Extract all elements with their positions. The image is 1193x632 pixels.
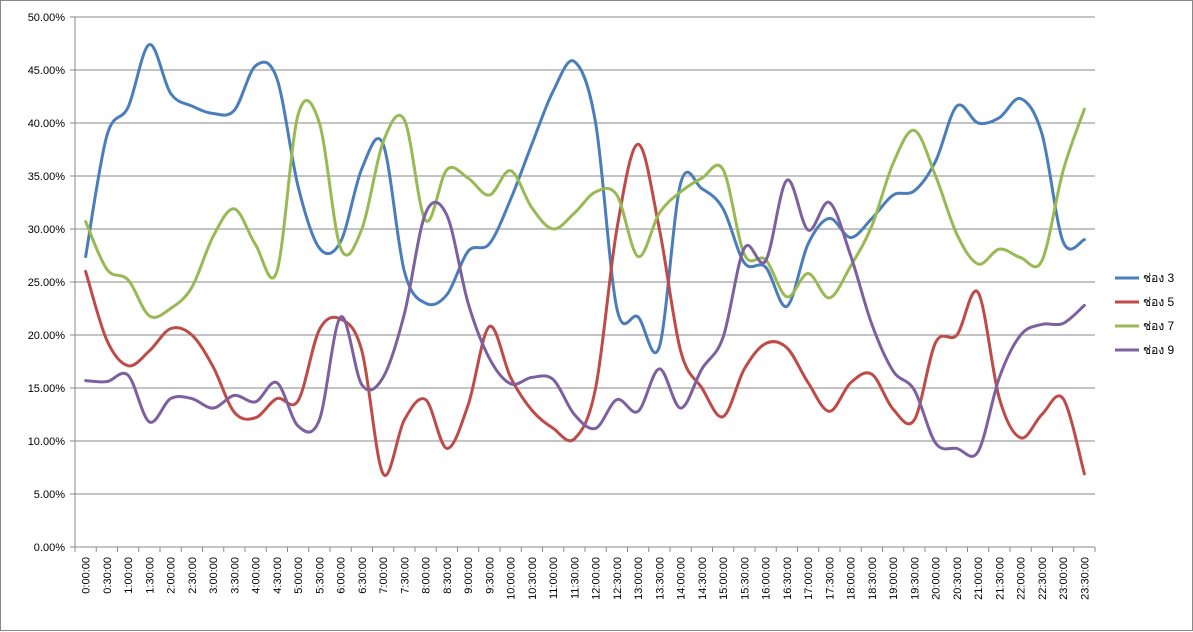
x-tick-label: 7:00:00 [378, 557, 390, 594]
y-tick-label: 0.00% [34, 542, 65, 554]
x-tick-label: 3:30:00 [229, 557, 241, 594]
x-tick-label: 12:30:00 [612, 557, 624, 600]
x-tick-label: 8:00:00 [421, 557, 433, 594]
x-tick-label: 16:30:00 [782, 557, 794, 600]
x-tick-label: 5:00:00 [293, 557, 305, 594]
legend-label: ช่อง 3 [1143, 271, 1175, 285]
series-line-3 [84, 98, 1086, 319]
x-tick-label: 4:30:00 [272, 557, 284, 594]
y-tick-label: 30.00% [28, 224, 66, 236]
x-tick-label: 19:00:00 [888, 557, 900, 600]
x-tick-label: 23:30:00 [1079, 557, 1091, 600]
x-tick-label: 2:00:00 [166, 557, 178, 594]
x-tick-label: 20:30:00 [952, 557, 964, 600]
x-tick-label: 5:30:00 [314, 557, 326, 594]
y-tick-label: 5.00% [34, 489, 65, 501]
x-tick-label: 15:00:00 [718, 557, 730, 600]
x-tick-label: 2:30:00 [187, 557, 199, 594]
y-tick-label: 50.00% [28, 12, 66, 24]
y-tick-label: 40.00% [28, 118, 66, 130]
y-axis-tick-labels: 0.00% 5.00% 10.00% 15.00% 20.00% 25.00% 30.00%… [28, 12, 66, 554]
series-lines [84, 43, 1086, 477]
x-tick-label: 11:30:00 [569, 557, 581, 599]
legend-label: ช่อง 9 [1143, 343, 1175, 357]
y-tick-label: 45.00% [28, 65, 66, 77]
x-tick-label: 11:00:00 [548, 557, 560, 599]
x-tick-label: 1:00:00 [123, 557, 135, 594]
legend-label: ช่อง 5 [1143, 295, 1175, 309]
x-tick-label: 4:00:00 [251, 557, 263, 594]
x-tick-label: 13:30:00 [654, 557, 666, 600]
x-tick-label: 7:30:00 [399, 557, 411, 594]
x-tick-label: 0:00:00 [81, 557, 93, 594]
x-tick-label: 23:00:00 [1058, 557, 1070, 600]
x-tick-label: 10:00:00 [506, 557, 518, 600]
y-tick-label: 35.00% [28, 171, 66, 183]
x-tick-label: 9:00:00 [463, 557, 475, 594]
legend-label: ช่อง 7 [1143, 319, 1175, 333]
x-tick-label: 18:30:00 [867, 557, 879, 600]
x-tick-label: 0:30:00 [102, 557, 114, 594]
x-tick-label: 20:00:00 [931, 557, 943, 600]
x-tick-label: 19:30:00 [909, 557, 921, 600]
series-line-1 [84, 43, 1086, 355]
x-tick-label: 3:00:00 [208, 557, 220, 594]
x-tick-label: 18:00:00 [846, 557, 858, 600]
x-tick-label: 16:00:00 [761, 557, 773, 600]
y-tick-label: 20.00% [28, 330, 66, 342]
series-line-4 [84, 178, 1086, 458]
x-tick-label: 13:00:00 [633, 557, 645, 600]
x-tick-label: 17:00:00 [803, 557, 815, 600]
x-tick-label: 1:30:00 [144, 557, 156, 594]
x-tick-label: 21:30:00 [994, 557, 1006, 600]
x-tick-label: 14:30:00 [697, 557, 709, 600]
x-axis-tick-labels: 0:00:00 0:30:00 1:00:00 1:30:00 2:00:00 2:30:… [81, 557, 1092, 600]
x-tick-label: 21:00:00 [973, 557, 985, 600]
x-tick-label: 10:30:00 [527, 557, 539, 600]
x-tick-label: 6:30:00 [357, 557, 369, 594]
legend: ช่อง 3 ช่อง 5 ช่อง 7 ช่อง 9 [1115, 271, 1175, 357]
y-tick-label: 15.00% [28, 383, 66, 395]
gridlines [75, 16, 1095, 495]
x-tick-label: 22:00:00 [1016, 557, 1028, 600]
axes [70, 16, 1096, 552]
x-tick-label: 15:30:00 [739, 557, 751, 600]
x-tick-label: 9:30:00 [484, 557, 496, 594]
x-tick-label: 12:00:00 [591, 557, 603, 600]
x-tick-label: 17:30:00 [824, 557, 836, 600]
y-tick-label: 10.00% [28, 436, 66, 448]
x-tick-label: 8:30:00 [442, 557, 454, 594]
x-tick-label: 22:30:00 [1037, 557, 1049, 600]
x-tick-label: 14:00:00 [676, 557, 688, 600]
y-tick-label: 25.00% [28, 277, 66, 289]
x-tick-label: 6:00:00 [336, 557, 348, 594]
